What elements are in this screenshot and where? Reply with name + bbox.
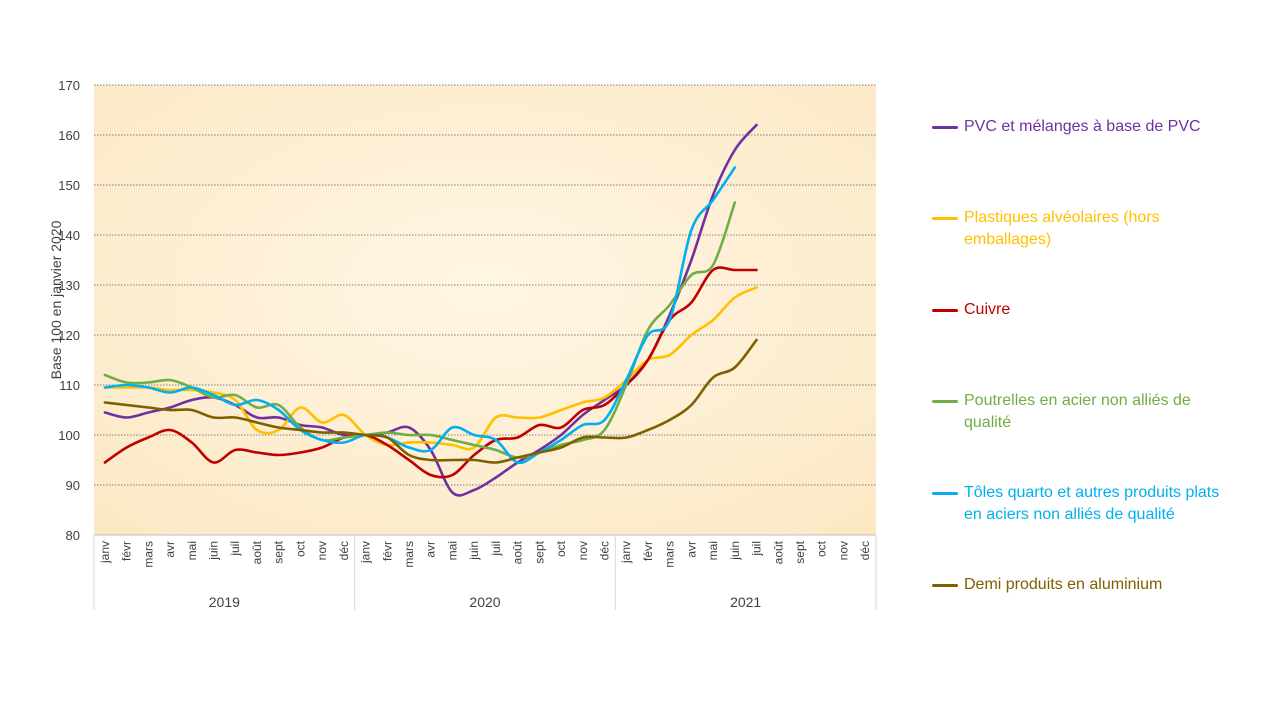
x-tick-label: mai — [185, 541, 199, 560]
x-tick-label: oct — [293, 540, 307, 557]
series-lines — [103, 123, 758, 497]
legend-swatch — [932, 492, 958, 495]
x-tick-label: sept — [793, 540, 807, 563]
y-tick-label: 170 — [58, 78, 80, 93]
legend-swatch — [932, 217, 958, 220]
x-tick-label: déc — [597, 541, 611, 560]
x-tick-label: mars — [663, 541, 677, 568]
x-tick-label: mai — [706, 541, 720, 560]
x-tick-label: déc — [337, 541, 351, 560]
x-tick-label: juil — [750, 541, 764, 557]
y-tick-label: 100 — [58, 428, 80, 443]
x-tick-label: oct — [554, 540, 568, 557]
legend-label: Demi produits en aluminium — [964, 576, 1163, 593]
legend-swatch — [932, 126, 958, 129]
legend-item: PVC et mélanges à base de PVC — [932, 116, 1232, 138]
legend-label: Poutrelles en acier non alliés de qualit… — [964, 392, 1191, 431]
legend-item: Tôles quarto et autres produits plats en… — [932, 482, 1232, 526]
y-tick-label: 140 — [58, 228, 80, 243]
x-tick-label: août — [511, 540, 525, 564]
series-line-3 — [103, 266, 758, 479]
legend-item: Demi produits en aluminium — [932, 574, 1232, 596]
series-line-6 — [103, 338, 758, 464]
x-tick-label: juin — [467, 541, 481, 561]
legend-swatch — [932, 400, 958, 403]
x-tick-label: mars — [402, 541, 416, 568]
x-tick-label: févr — [641, 541, 655, 561]
x-tick-label: janv — [98, 541, 112, 564]
x-tick-label: juil — [228, 541, 242, 557]
x-tick-label: nov — [576, 541, 590, 560]
year-label: 2020 — [469, 594, 500, 610]
y-tick-label: 80 — [66, 528, 80, 543]
y-tick-label: 120 — [58, 328, 80, 343]
x-tick-label: févr — [380, 541, 394, 561]
year-label: 2021 — [730, 594, 761, 610]
x-tick-label: août — [771, 540, 785, 564]
y-tick-label: 130 — [58, 278, 80, 293]
x-tick-label: mai — [445, 541, 459, 560]
x-tick-label: mars — [141, 541, 155, 568]
x-tick-label: janv — [359, 541, 373, 564]
x-axis: janv févr mars avr mai juin juil août sept oct nov… — [93, 534, 877, 610]
legend-swatch — [932, 309, 958, 312]
legend-item: Plastiques alvéolaires (hors emballages) — [932, 207, 1232, 251]
y-tick-label: 150 — [58, 178, 80, 193]
series-line-4 — [103, 201, 737, 459]
x-tick-label: sept — [272, 540, 286, 563]
gridlines — [94, 84, 876, 486]
legend-swatch — [932, 584, 958, 587]
legend-label: PVC et mélanges à base de PVC — [964, 118, 1201, 135]
y-tick-label: 90 — [66, 478, 80, 493]
y-tick-label: 160 — [58, 128, 80, 143]
x-tick-label: juin — [206, 541, 220, 561]
x-tick-label: sept — [532, 540, 546, 563]
x-tick-label: avr — [684, 541, 698, 558]
legend-item: Poutrelles en acier non alliés de qualit… — [932, 390, 1232, 434]
y-tick-label: 110 — [59, 378, 80, 393]
x-tick-label: juil — [489, 541, 503, 557]
legend-label: Plastiques alvéolaires (hors emballages) — [964, 209, 1160, 248]
x-tick-label: févr — [120, 541, 134, 561]
x-tick-label: avr — [163, 541, 177, 558]
series-line-5 — [103, 166, 737, 465]
x-tick-label: déc — [858, 541, 872, 560]
x-tick-label: nov — [315, 541, 329, 560]
y-axis-ticks: 80 90 100 110 120 130 140 150 160 170 — [58, 78, 80, 543]
legend-label: Cuivre — [964, 301, 1011, 318]
x-tick-label: oct — [815, 540, 829, 557]
x-tick-label: janv — [619, 541, 633, 564]
legend-item: Cuivre — [932, 299, 1232, 321]
y-axis-label: Base 100 en janvier 2020 — [48, 220, 64, 379]
x-tick-label: août — [250, 540, 264, 564]
legend-label: Tôles quarto et autres produits plats en… — [964, 484, 1220, 523]
x-tick-label: avr — [424, 541, 438, 558]
plot-area — [94, 85, 876, 535]
year-label: 2019 — [209, 594, 240, 610]
x-tick-label: nov — [836, 541, 850, 560]
x-tick-label: juin — [728, 541, 742, 561]
